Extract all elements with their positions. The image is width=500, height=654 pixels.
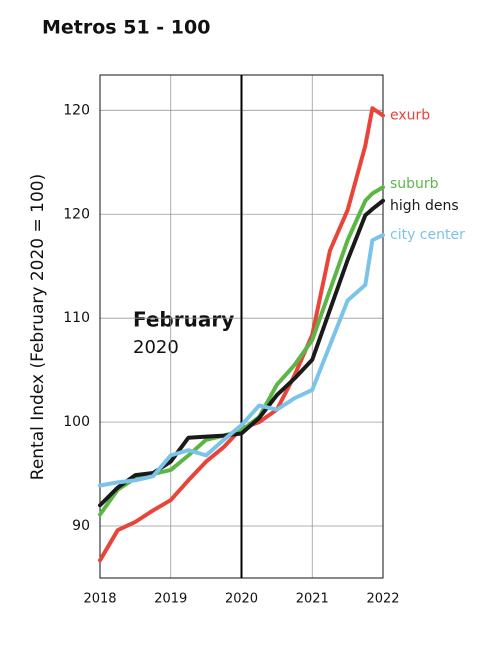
series-line	[98, 233, 385, 488]
legend-label: suburb	[390, 176, 439, 192]
annotation-title: February	[133, 308, 234, 332]
x-tick-label: 2019	[154, 592, 187, 607]
x-tick-label: 2018	[83, 592, 116, 607]
y-tick-label: 90	[72, 518, 90, 534]
x-tick-label: 2022	[366, 592, 399, 607]
y-tick-label: 100	[63, 414, 90, 430]
chart-title: Metros 51 - 100	[42, 17, 210, 39]
y-axis-label: Rental Index (February 2020 = 100)	[28, 174, 48, 480]
y-tick-label: 110	[63, 310, 90, 326]
legend-label: high dens	[390, 198, 459, 214]
series-line	[98, 198, 385, 508]
x-tick-label: 2020	[225, 592, 258, 607]
legend-label: city center	[390, 227, 465, 243]
y-tick-label: 120	[63, 206, 90, 222]
x-tick-label: 2021	[296, 592, 329, 607]
y-tick-label: 120	[63, 102, 90, 118]
legend-label: exurb	[390, 108, 430, 124]
annotation-subtitle: 2020	[133, 337, 179, 358]
